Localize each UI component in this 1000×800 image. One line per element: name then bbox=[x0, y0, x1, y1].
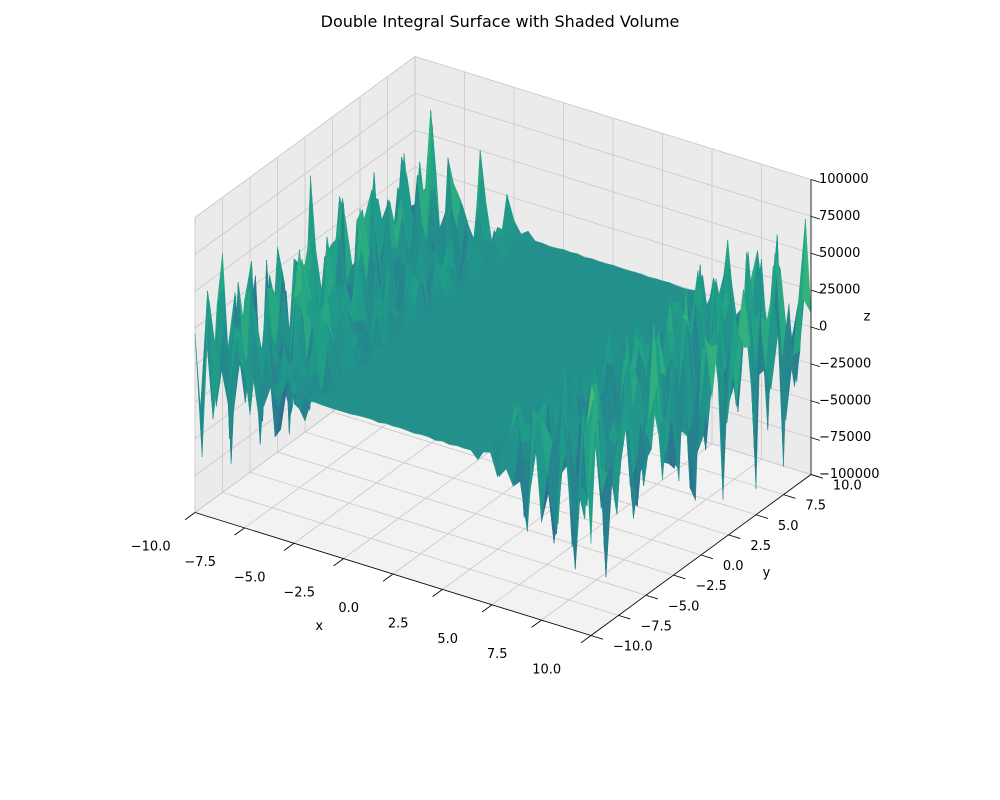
grid-line bbox=[304, 431, 702, 556]
x-tick bbox=[283, 542, 295, 551]
x-tick-label: 5.0 bbox=[437, 632, 458, 647]
x-tick-label: 7.5 bbox=[487, 647, 508, 662]
x-tick-label: −2.5 bbox=[283, 586, 315, 601]
z-tick bbox=[810, 179, 821, 183]
z-tick-label: −75000 bbox=[819, 430, 871, 445]
tick-labels: −10.0 −7.5 −5.0 −2.5 0.0 2.5 5.0 7.5 10.0 −10.0 −7… bbox=[131, 172, 880, 678]
grid-line bbox=[194, 166, 416, 329]
y-tick-label: 5.0 bbox=[778, 519, 799, 534]
y-tick bbox=[755, 514, 768, 519]
surface-mesh bbox=[194, 109, 812, 578]
z-tick-label: −100000 bbox=[819, 467, 880, 482]
z-tick bbox=[810, 289, 821, 294]
y-tick-label: −7.5 bbox=[640, 619, 672, 634]
z-tick bbox=[810, 215, 821, 220]
z-tick bbox=[810, 474, 821, 478]
x-tick bbox=[481, 604, 493, 613]
z-tick bbox=[810, 252, 821, 257]
x-tick-label: −7.5 bbox=[184, 555, 216, 570]
y-tick bbox=[673, 574, 686, 580]
chart-title: Double Integral Surface with Shaded Volu… bbox=[320, 12, 680, 31]
grid-line bbox=[414, 56, 812, 180]
x-tick bbox=[382, 573, 394, 582]
y-tick-label: 2.5 bbox=[750, 539, 771, 554]
z-tick bbox=[810, 363, 821, 368]
x-tick-label: 2.5 bbox=[388, 616, 409, 631]
x-tick bbox=[184, 512, 196, 521]
z-tick bbox=[810, 437, 821, 441]
z-tick-label: 100000 bbox=[819, 172, 869, 187]
z-axis-label: z bbox=[864, 310, 871, 325]
y-tick-label: −10.0 bbox=[613, 640, 653, 655]
y-tick bbox=[783, 494, 796, 499]
x-tick-label: 0.0 bbox=[338, 601, 359, 616]
grid-line bbox=[222, 491, 619, 616]
y-tick bbox=[618, 614, 631, 620]
z-tick-label: 0 bbox=[819, 320, 827, 335]
grid-line bbox=[414, 92, 812, 217]
x-tick bbox=[234, 527, 245, 536]
x-tick bbox=[432, 589, 443, 597]
x-tick-label: 10.0 bbox=[532, 663, 561, 678]
y-tick-label: −2.5 bbox=[695, 579, 727, 594]
z-tick-label: 50000 bbox=[819, 246, 860, 261]
z-tick-label: −50000 bbox=[819, 393, 871, 408]
x-tick bbox=[333, 558, 344, 567]
grid-line bbox=[194, 56, 416, 218]
x-tick bbox=[580, 635, 592, 644]
y-tick-label: 0.0 bbox=[723, 559, 744, 574]
y-tick-label: −5.0 bbox=[668, 599, 700, 614]
y-tick bbox=[728, 534, 741, 539]
surface-patch bbox=[583, 417, 597, 544]
z-tick bbox=[810, 400, 821, 404]
grid-line bbox=[194, 93, 416, 255]
y-tick-label: 7.5 bbox=[805, 499, 826, 514]
y-tick bbox=[700, 554, 713, 560]
z-tick bbox=[810, 326, 821, 331]
z-tick-label: −25000 bbox=[819, 356, 871, 371]
y-tick bbox=[590, 635, 603, 640]
z-tick-label: 25000 bbox=[819, 283, 860, 298]
grid-line bbox=[249, 471, 647, 596]
y-axis-label: y bbox=[763, 565, 771, 580]
z-tick-label: 75000 bbox=[819, 209, 860, 224]
x-tick bbox=[531, 619, 542, 628]
x-tick-label: −5.0 bbox=[234, 570, 266, 585]
y-tick bbox=[645, 594, 658, 600]
x-tick-label: −10.0 bbox=[131, 540, 171, 555]
x-axis-label: x bbox=[315, 619, 323, 634]
grid-line bbox=[414, 129, 812, 254]
grid-line bbox=[194, 129, 416, 292]
y-tick-label: 10.0 bbox=[833, 479, 862, 494]
